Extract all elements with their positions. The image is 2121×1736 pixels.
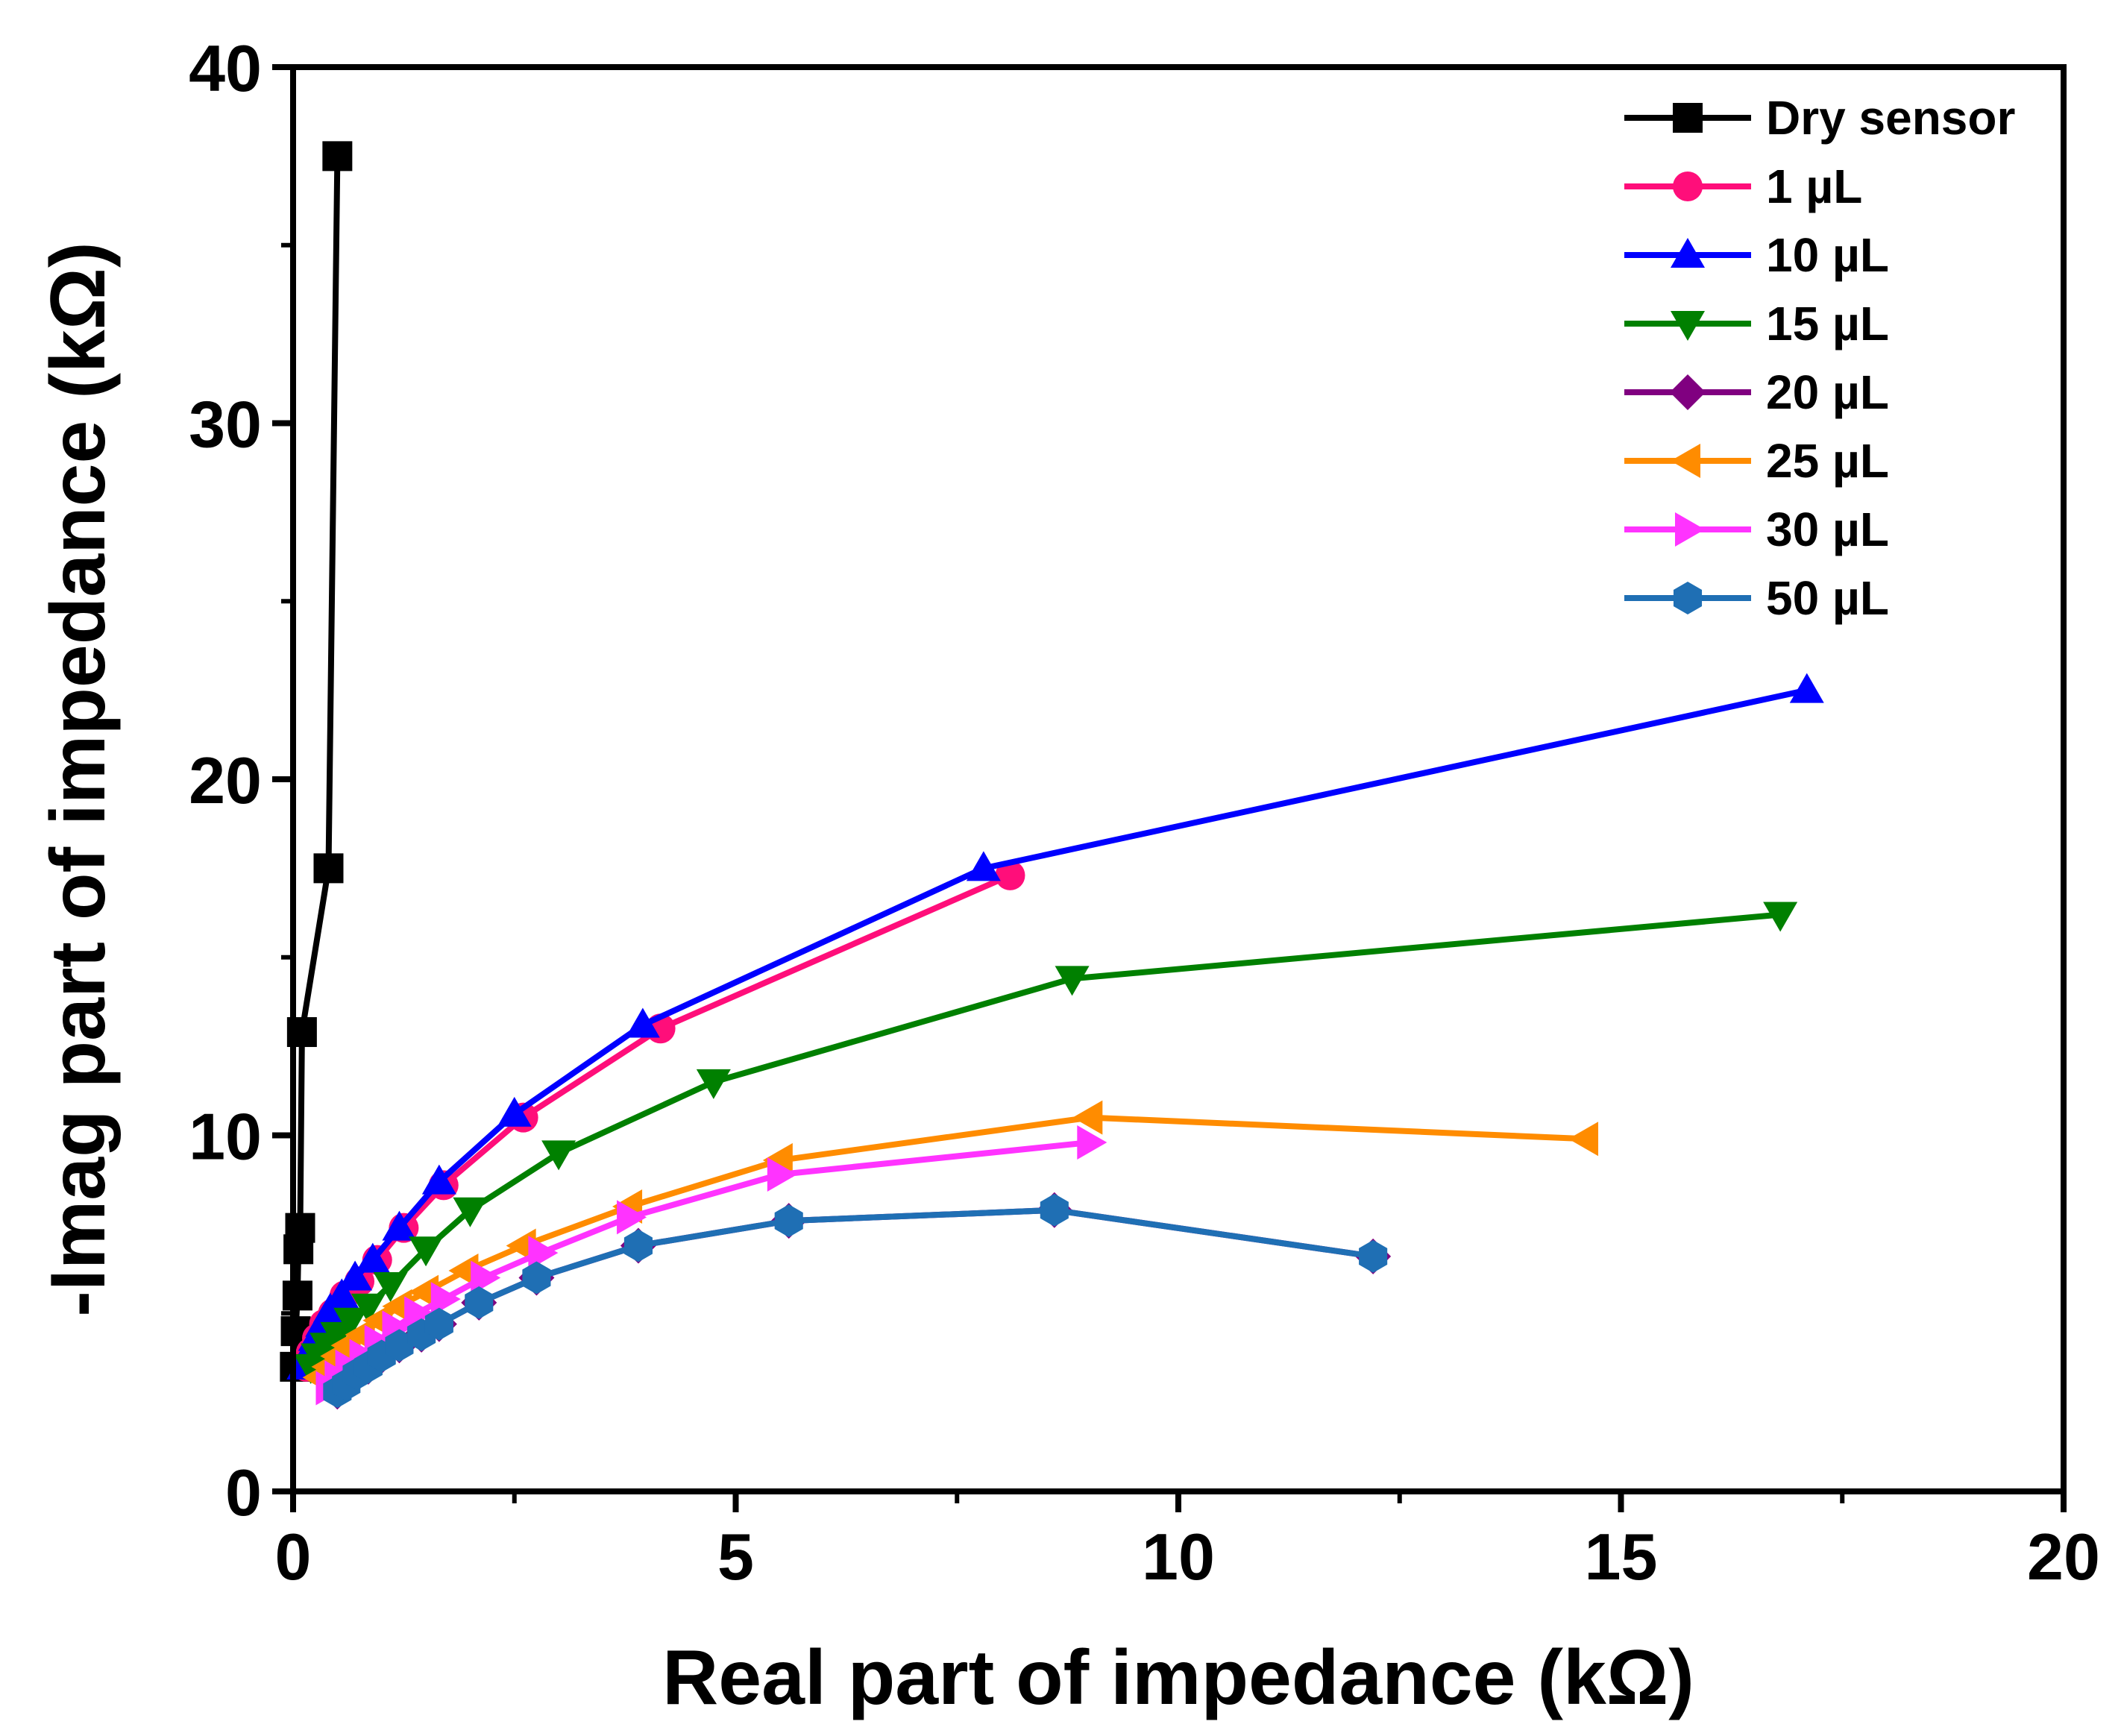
legend-entry: 30 µL <box>1624 503 1889 556</box>
data-point <box>625 1007 660 1038</box>
data-point <box>696 1069 731 1099</box>
data-point <box>528 1236 559 1271</box>
legend-marker <box>1673 172 1703 201</box>
legend-marker <box>1673 582 1703 614</box>
series-5 <box>302 1100 1599 1395</box>
data-point <box>497 1096 532 1127</box>
legend-label: Dry sensor <box>1766 91 2015 145</box>
data-point <box>385 1329 414 1362</box>
legend-entry: 15 µL <box>1624 297 1889 350</box>
data-point <box>1040 1193 1069 1227</box>
legend-label: 20 µL <box>1766 365 1889 419</box>
data-point <box>338 1260 373 1291</box>
legend-label: 15 µL <box>1766 297 1889 350</box>
data-point <box>409 1236 444 1267</box>
series-2 <box>286 673 1824 1380</box>
data-point <box>623 1229 653 1262</box>
series-layer <box>280 141 1824 1410</box>
y-axis-label: -Imag part of impedance (kΩ) <box>35 242 122 1316</box>
data-point <box>465 1286 494 1319</box>
x-tick-label: 0 <box>275 1520 312 1594</box>
data-point <box>430 1282 461 1317</box>
data-point <box>333 1307 368 1338</box>
data-point <box>421 1164 456 1195</box>
legend-entry: 20 µL <box>1624 365 1889 419</box>
y-tick-label: 10 <box>189 1100 262 1174</box>
x-tick-label: 5 <box>717 1520 754 1594</box>
data-point <box>522 1261 551 1295</box>
series-line <box>292 156 341 1368</box>
data-point <box>617 1200 647 1235</box>
data-point <box>767 1157 797 1192</box>
legend-marker <box>1671 238 1705 268</box>
data-point <box>320 1321 355 1352</box>
data-point <box>282 1280 312 1311</box>
x-tick-label: 15 <box>1585 1520 1658 1594</box>
y-tick-label: 0 <box>225 1456 262 1529</box>
legend-label: 10 µL <box>1766 228 1889 282</box>
data-point <box>322 141 353 172</box>
data-point <box>324 1278 359 1309</box>
legend-marker <box>1671 311 1705 341</box>
data-point <box>966 851 1001 881</box>
legend-entry: 10 µL <box>1624 228 1889 282</box>
data-point <box>1055 966 1090 996</box>
data-point <box>404 1296 435 1331</box>
series-3 <box>293 902 1798 1384</box>
legend-marker <box>1675 512 1705 547</box>
data-point <box>355 1242 390 1273</box>
legend-entry: 1 µL <box>1624 160 1862 213</box>
data-point <box>471 1260 501 1295</box>
legend-entry: 50 µL <box>1624 571 1889 625</box>
legend-label: 30 µL <box>1766 503 1889 556</box>
data-point <box>1763 902 1798 932</box>
legend-marker <box>1673 103 1703 133</box>
data-point <box>1568 1122 1599 1157</box>
data-point <box>453 1197 488 1227</box>
data-point <box>541 1140 576 1171</box>
legend-label: 50 µL <box>1766 571 1889 625</box>
legend-label: 25 µL <box>1766 434 1889 488</box>
legend-entry: Dry sensor <box>1624 91 2015 145</box>
legend-marker <box>1670 374 1706 410</box>
series-6 <box>315 1125 1107 1406</box>
data-point <box>373 1272 408 1303</box>
y-tick-label: 30 <box>189 388 262 462</box>
data-point <box>995 860 1025 890</box>
data-point <box>774 1204 803 1238</box>
data-point <box>1077 1125 1107 1160</box>
data-point <box>1359 1239 1388 1273</box>
data-point <box>1789 673 1824 703</box>
y-tick-label: 20 <box>189 743 262 817</box>
series-7 <box>323 1193 1388 1409</box>
data-point <box>1072 1100 1103 1135</box>
x-tick-label: 10 <box>1142 1520 1215 1594</box>
data-point <box>351 1293 386 1324</box>
legend-marker <box>1671 444 1700 478</box>
x-axis-label: Real part of impedance (kΩ) <box>662 1635 1694 1721</box>
legend-label: 1 µL <box>1766 160 1862 213</box>
y-tick-label: 40 <box>189 31 262 105</box>
data-point <box>313 853 344 884</box>
legend-entry: 25 µL <box>1624 434 1889 488</box>
legend: Dry sensor 1 µL 10 µL 15 µL 20 µL 25 µL 30 µL 5… <box>1624 91 2015 625</box>
data-point <box>424 1307 453 1341</box>
data-point <box>382 1210 417 1241</box>
axis-layer: 0 5 10 15 20 0 10 20 30 40 <box>189 31 2100 1594</box>
x-tick-label: 20 <box>2027 1520 2100 1594</box>
data-point <box>285 1213 315 1243</box>
